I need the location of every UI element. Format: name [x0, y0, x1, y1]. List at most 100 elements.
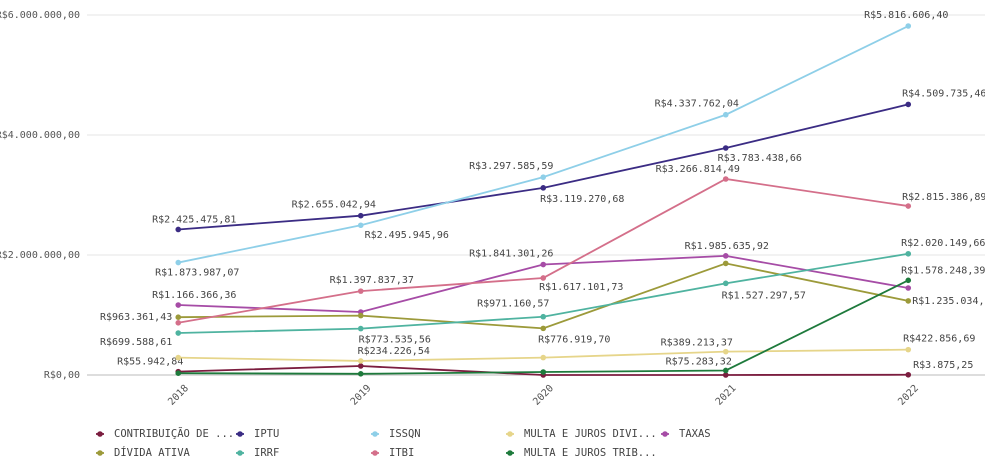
data-point	[175, 226, 182, 233]
value-label: R$234.226,54	[358, 346, 430, 357]
legend-label: TAXAS	[679, 428, 711, 440]
value-label: R$422.856,69	[903, 334, 975, 345]
value-label: R$389.213,37	[661, 338, 733, 349]
legend-marker	[97, 431, 103, 437]
legend-label: MULTA E JUROS TRIB...	[524, 447, 657, 459]
data-point	[722, 348, 729, 355]
value-label: R$3.119.270,68	[540, 194, 624, 205]
value-label: R$3.875,25	[913, 360, 973, 371]
data-point	[905, 298, 912, 304]
data-point	[722, 260, 729, 267]
value-label: R$3.783.438,66	[718, 153, 802, 164]
data-point	[540, 313, 547, 320]
y-tick-label: R$0,00	[44, 370, 80, 381]
value-label: R$5.816.606,40	[864, 10, 948, 21]
data-point	[905, 203, 912, 209]
data-point	[722, 111, 729, 118]
data-point	[175, 302, 182, 308]
value-label: R$1.578.248,39	[901, 265, 985, 276]
data-point	[357, 325, 364, 332]
data-point	[540, 185, 547, 191]
value-label: R$2.495.945,96	[365, 230, 449, 241]
legend-label: DÍVIDA ATIVA	[114, 446, 191, 459]
value-label: R$1.235.034,03	[912, 296, 985, 307]
data-point	[905, 371, 912, 378]
data-point	[175, 314, 182, 320]
value-label: R$776.919,70	[538, 334, 610, 345]
data-point	[357, 358, 364, 364]
data-point	[722, 145, 729, 151]
value-label: R$55.942,84	[117, 357, 183, 368]
data-point	[540, 275, 547, 281]
data-point	[905, 250, 912, 257]
data-point	[175, 259, 182, 266]
data-point	[722, 253, 729, 259]
data-point	[175, 354, 182, 361]
value-label: R$4.509.735,46	[902, 88, 985, 99]
value-label: R$699.588,61	[100, 337, 172, 348]
value-label: R$2.425.475,81	[152, 214, 236, 225]
value-label: R$1.841.301,26	[469, 249, 553, 260]
x-tick-label: 2020	[531, 383, 556, 408]
value-label: R$963.361,43	[100, 312, 172, 323]
data-point	[905, 277, 912, 284]
legend-label: IPTU	[254, 428, 279, 440]
legend-marker	[237, 431, 243, 437]
data-point	[357, 288, 364, 294]
legend-marker	[237, 450, 243, 456]
legend-label: ITBI	[389, 447, 414, 459]
data-point	[540, 174, 547, 180]
data-point	[357, 371, 364, 377]
value-label: R$1.166.366,36	[152, 290, 236, 301]
value-label: R$773.535,56	[359, 335, 431, 346]
value-label: R$971.160,57	[477, 299, 549, 310]
y-tick-label: R$2.000.000,00	[0, 250, 80, 261]
data-point	[175, 330, 182, 336]
data-point	[540, 354, 547, 361]
data-point	[357, 312, 364, 319]
data-point	[722, 176, 729, 182]
data-point	[905, 285, 912, 291]
data-point	[175, 320, 182, 326]
data-point	[905, 101, 912, 108]
x-tick-label: 2021	[714, 383, 739, 408]
data-point	[540, 369, 547, 375]
data-point	[905, 23, 912, 29]
value-label: R$2.020.149,66	[901, 238, 985, 249]
legend-marker	[97, 450, 103, 456]
value-label: R$1.617.101,73	[539, 282, 623, 293]
value-label: R$2.655.042,94	[292, 200, 376, 211]
legend-marker	[372, 450, 378, 456]
value-label: R$1.397.837,37	[330, 275, 414, 286]
data-point	[905, 346, 912, 353]
value-label: R$1.985.635,92	[685, 241, 769, 252]
data-point	[540, 325, 547, 332]
data-point	[175, 370, 182, 377]
value-label: R$4.337.762,04	[655, 99, 739, 110]
data-point	[357, 222, 364, 229]
x-tick-label: 2018	[166, 383, 191, 408]
data-point	[722, 367, 729, 374]
value-label: R$3.297.585,59	[469, 161, 553, 172]
legend-label: MULTA E JUROS DIVI...	[524, 428, 657, 440]
value-label: R$3.266.814,49	[656, 164, 740, 175]
data-point	[357, 212, 364, 219]
data-point	[722, 280, 729, 287]
value-label: R$1.527.297,57	[722, 290, 806, 301]
legend-marker	[372, 431, 378, 437]
x-tick-label: 2019	[349, 383, 374, 408]
data-point	[540, 261, 547, 268]
legend-marker	[507, 431, 513, 437]
x-tick-label: 2022	[896, 383, 921, 408]
value-label: R$75.283,32	[666, 356, 732, 367]
value-label: R$1.873.987,07	[155, 268, 239, 279]
legend-marker	[662, 431, 668, 437]
legend-marker	[507, 450, 513, 456]
value-label: R$2.815.386,89	[902, 192, 985, 203]
y-tick-label: R$6.000.000,00	[0, 10, 80, 21]
y-tick-label: R$4.000.000,00	[0, 130, 80, 141]
legend-label: ISSQN	[389, 428, 421, 440]
data-point	[722, 372, 729, 378]
legend-label: IRRF	[254, 447, 279, 459]
